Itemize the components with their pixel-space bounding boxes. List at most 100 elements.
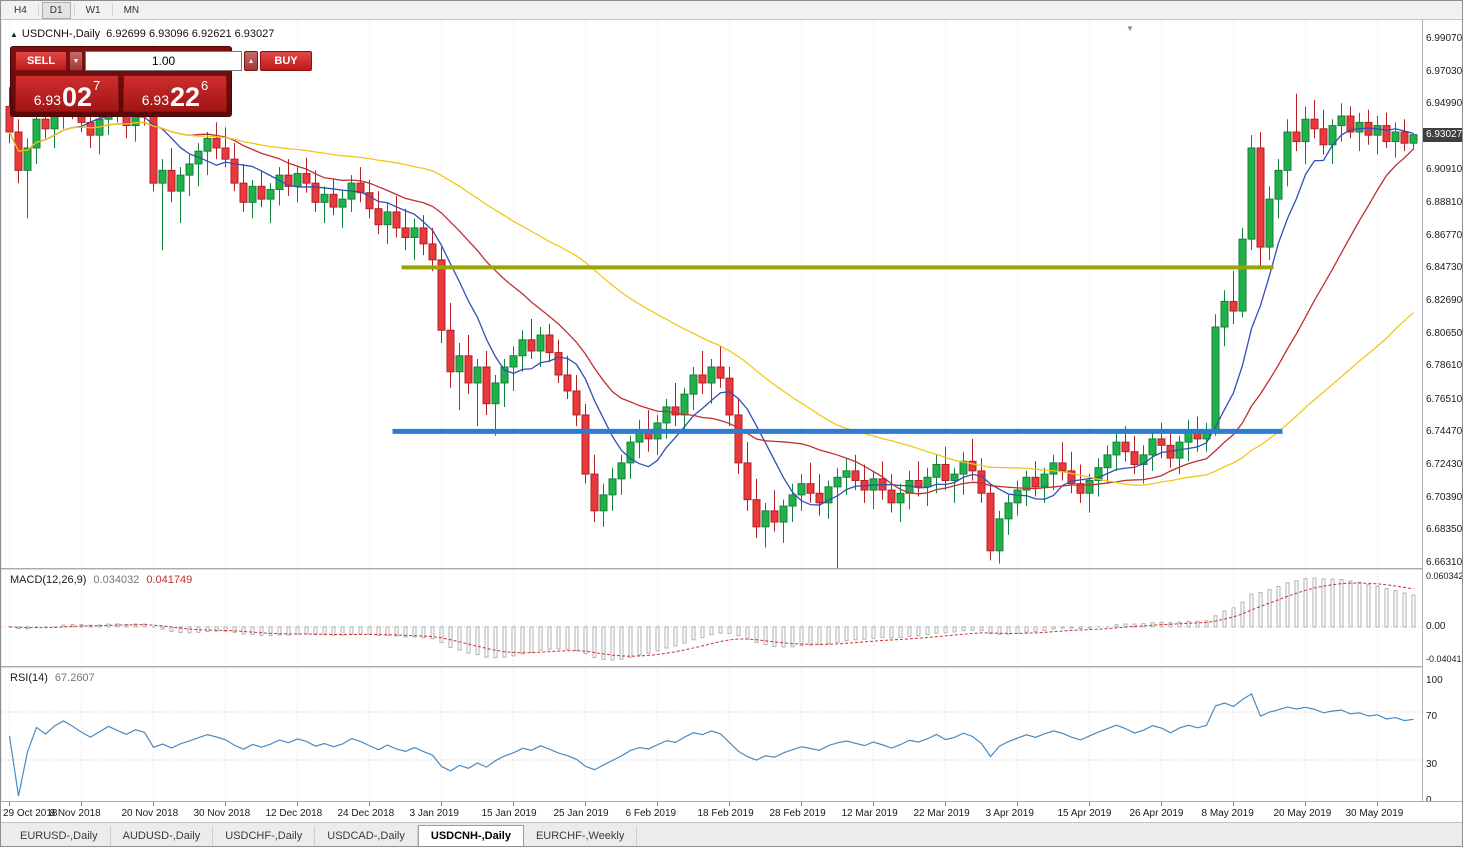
time-axis-tick — [1160, 802, 1162, 806]
sell-price-display: 6.93 02 7 — [15, 75, 119, 112]
date-label: 29 Oct 2018 — [3, 808, 58, 819]
panel-splitter[interactable] — [1, 568, 1462, 570]
date-label: 28 Feb 2019 — [769, 808, 826, 819]
price-scale-label: 6.97030 — [1426, 65, 1463, 77]
current-price-tag: 6.93027 — [1423, 127, 1462, 142]
price-scale-label: 6.74470 — [1426, 426, 1463, 438]
time-axis-tick — [368, 802, 370, 806]
time-axis-tick — [1016, 802, 1018, 806]
date-label: 26 Apr 2019 — [1129, 808, 1184, 819]
time-axis-tick — [1088, 802, 1090, 806]
date-label: 30 May 2019 — [1345, 808, 1404, 819]
date-label: 18 Feb 2019 — [697, 808, 754, 819]
toolbar-separator — [111, 4, 113, 16]
price-scale-label: 6.66310 — [1426, 556, 1463, 568]
sell-price-prefix: 6.93 — [33, 91, 61, 108]
macd-scale-min: -0.040412 — [1426, 654, 1463, 664]
chart-tab-usdcad-daily[interactable]: USDCAD-,Daily — [315, 826, 418, 846]
date-label: 12 Dec 2018 — [265, 808, 323, 819]
date-label: 8 Nov 2018 — [49, 808, 101, 819]
price-scale-label: 6.86770 — [1426, 229, 1463, 241]
chart-tab-audusd-daily[interactable]: AUDUSD-,Daily — [111, 826, 214, 846]
macd-signal-value: 0.041749 — [146, 574, 193, 586]
chart-tab-eurchf-weekly[interactable]: EURCHF-,Weekly — [524, 826, 638, 846]
time-axis-tick — [1232, 802, 1234, 806]
sell-button[interactable]: SELL — [15, 51, 67, 71]
date-label: 8 May 2019 — [1201, 808, 1254, 819]
ohlc-values: 6.92699 6.93096 6.92621 6.93027 — [106, 28, 275, 40]
timeframe-button-mn[interactable]: MN — [116, 2, 148, 19]
date-label: 20 May 2019 — [1273, 808, 1332, 819]
time-axis-tick — [1304, 802, 1306, 806]
macd-label: MACD(12,26,9) 0.034032 0.041749 — [10, 574, 192, 586]
price-chart-canvas[interactable] — [2, 20, 1422, 568]
price-chart-pane[interactable]: ▲ USDCNH-,Daily 6.92699 6.93096 6.92621 6.… — [2, 20, 1422, 568]
date-label: 3 Jan 2019 — [409, 808, 460, 819]
toolbar-separator — [37, 4, 39, 16]
price-scale-label: 6.82690 — [1426, 295, 1463, 306]
buy-price-big: 22 — [169, 81, 201, 112]
chart-tab-usdcnh-daily[interactable]: USDCNH-,Daily — [417, 825, 524, 846]
rsi-scale-label: 0 — [1426, 795, 1432, 806]
macd-indicator-pane[interactable]: MACD(12,26,9) 0.034032 0.041749 — [2, 570, 1422, 666]
price-scale-label: 6.94990 — [1426, 98, 1463, 110]
symbol-name: USDCNH-,Daily — [21, 28, 101, 40]
chart-tab-bar: EURUSD-,Daily AUDUSD-,Daily USDCHF-,Daily U… — [8, 825, 638, 846]
timeframe-button-h4[interactable]: H4 — [6, 2, 35, 19]
macd-name: MACD(12,26,9) — [10, 574, 87, 586]
rsi-scale-label: 70 — [1426, 711, 1438, 722]
rsi-scale-label: 30 — [1426, 759, 1438, 770]
chart-tab-usdchf-daily[interactable]: USDCHF-,Daily — [213, 826, 316, 846]
price-scale-label: 6.70390 — [1426, 491, 1463, 503]
time-axis-tick — [512, 802, 514, 806]
timeframe-button-w1[interactable]: W1 — [78, 2, 109, 19]
date-label: 15 Apr 2019 — [1057, 808, 1112, 819]
volume-increase-button[interactable]: ▲ — [244, 51, 258, 71]
date-label: 30 Nov 2018 — [193, 808, 251, 819]
price-scale[interactable]: 6.93027 6.99070 6.97030 6.94990 6.90910 6.88… — [1422, 20, 1463, 806]
rsi-canvas[interactable] — [2, 668, 1422, 801]
buy-price-sup: 6 — [201, 78, 209, 93]
date-label: 15 Jan 2019 — [481, 808, 537, 819]
price-scale-label: 6.72430 — [1426, 459, 1463, 470]
rsi-indicator-pane[interactable]: RSI(14) 67.2607 — [2, 668, 1422, 801]
chart-tab-strip: EURUSD-,Daily AUDUSD-,Daily USDCHF-,Daily U… — [1, 822, 1462, 846]
date-label: 6 Feb 2019 — [625, 808, 677, 819]
buy-button[interactable]: BUY — [260, 51, 312, 71]
rsi-label: RSI(14) 67.2607 — [10, 672, 95, 684]
date-label: 3 Apr 2019 — [985, 808, 1034, 819]
rsi-scale-label: 100 — [1426, 675, 1443, 686]
date-label: 20 Nov 2018 — [121, 808, 179, 819]
price-scale-label: 6.68350 — [1426, 524, 1463, 536]
time-axis-tick — [152, 802, 154, 806]
rsi-value: 67.2607 — [54, 672, 95, 684]
time-axis-tick — [8, 802, 10, 806]
chart-tab-eurusd-daily[interactable]: EURUSD-,Daily — [8, 826, 111, 846]
time-axis-tick — [224, 802, 226, 806]
timeframe-toolbar: H4 D1 W1 MN — [1, 1, 1462, 20]
date-label: 12 Mar 2019 — [841, 808, 898, 819]
time-axis-tick — [296, 802, 298, 806]
rsi-name: RSI(14) — [10, 672, 48, 684]
date-label: 25 Jan 2019 — [553, 808, 609, 819]
sell-price-big: 02 — [61, 81, 93, 112]
trade-panel-toggle-icon[interactable]: ▲ — [10, 30, 18, 39]
price-scale-label: 6.80650 — [1426, 327, 1463, 339]
price-scale-label: 6.90910 — [1426, 163, 1463, 175]
volume-decrease-button[interactable]: ▼ — [69, 51, 83, 71]
price-scale-label: 6.88810 — [1426, 197, 1463, 209]
macd-canvas[interactable] — [2, 570, 1422, 666]
volume-input[interactable] — [85, 51, 242, 71]
chart-shift-marker-icon[interactable]: ▼ — [1126, 24, 1134, 33]
panel-splitter[interactable] — [1, 666, 1462, 668]
timeframe-button-d1[interactable]: D1 — [41, 1, 71, 19]
macd-scale-max: 0.060342 — [1426, 571, 1463, 581]
time-axis-tick — [800, 802, 802, 806]
buy-price-display: 6.93 22 6 — [123, 75, 227, 112]
price-scale-label: 6.99070 — [1426, 33, 1463, 45]
time-axis[interactable]: 29 Oct 2018 8 Nov 2018 20 Nov 2018 30 Nov 2… — [1, 801, 1462, 822]
price-scale-label: 6.84730 — [1426, 262, 1463, 274]
price-scale-label: 6.78610 — [1426, 360, 1463, 372]
